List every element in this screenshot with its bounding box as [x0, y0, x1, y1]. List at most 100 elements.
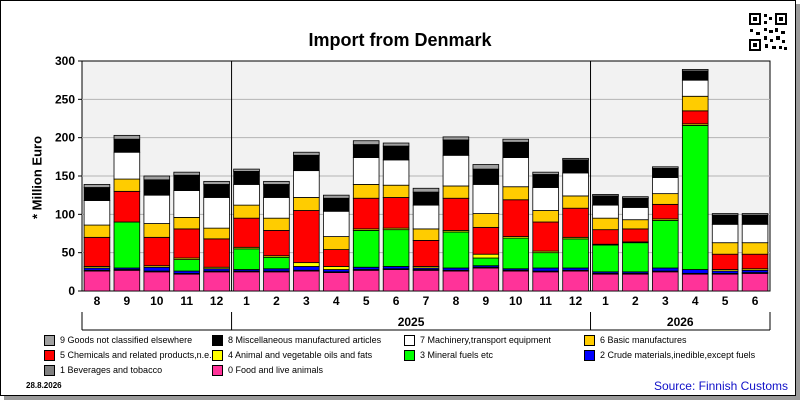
- bar-segment: [382, 145, 410, 161]
- bar-segment: [711, 253, 739, 270]
- x-tick-label: 2: [632, 294, 639, 308]
- bar-segment: [293, 154, 320, 172]
- bar-segment: [681, 69, 709, 72]
- bar-segment: [532, 210, 559, 223]
- legend-swatch: [44, 365, 55, 376]
- bar-segment: [592, 229, 619, 245]
- bar-segment: [472, 213, 500, 228]
- bar-segment: [741, 253, 769, 270]
- bar-segment: [681, 273, 709, 292]
- bar-segment: [352, 157, 380, 185]
- legend-swatch: [584, 335, 595, 346]
- source-text: Source: Finnish Customs: [653, 379, 788, 393]
- bar-segment: [711, 214, 739, 225]
- x-tick-label: 9: [124, 294, 131, 308]
- bar-segment: [143, 223, 171, 238]
- y-tick-label: 100: [55, 207, 75, 221]
- bar-segment: [203, 271, 230, 292]
- legend-swatch: [404, 350, 415, 361]
- bar-segment: [502, 270, 530, 292]
- bar-segment: [113, 134, 141, 140]
- bar-segment: [412, 239, 440, 267]
- y-tick-label: 50: [62, 246, 76, 260]
- legend-swatch: [212, 335, 223, 346]
- bar-segment: [352, 144, 380, 159]
- legend-label: 9 Goods not classified elsewhere: [60, 335, 193, 345]
- bar-segment: [741, 214, 769, 225]
- bar-segment: [293, 197, 320, 211]
- bar-segment: [382, 269, 410, 292]
- bar-segment: [322, 236, 350, 251]
- bar-segment: [143, 175, 171, 181]
- bar-segment: [293, 151, 320, 156]
- bar-segment: [83, 187, 111, 201]
- bar-segment: [203, 184, 230, 198]
- bar-segment: [173, 228, 200, 259]
- x-tick-label: 10: [150, 294, 164, 308]
- legend-swatch: [404, 335, 415, 346]
- bar-segment: [741, 242, 769, 255]
- bar-segment: [442, 136, 470, 141]
- bar-segment: [263, 256, 290, 270]
- x-tick-label: 6: [752, 294, 759, 308]
- bar-segment: [592, 217, 619, 231]
- bar-segment: [442, 197, 470, 231]
- bar-segment: [562, 157, 589, 161]
- bar-segment: [233, 271, 260, 292]
- year-label: 2025: [398, 315, 425, 329]
- bar-segment: [173, 190, 200, 218]
- bar-segment: [203, 180, 230, 185]
- legend-swatch: [44, 350, 55, 361]
- bar-segment: [382, 142, 410, 147]
- chart-title: Import from Denmark: [308, 30, 492, 50]
- bar-segment: [83, 224, 111, 238]
- bar-segment: [293, 170, 320, 198]
- bar-segment: [322, 197, 350, 212]
- x-tick-label: 11: [180, 294, 193, 308]
- bar-segment: [562, 172, 589, 197]
- bar-segment: [592, 244, 619, 273]
- y-tick-label: 150: [55, 169, 75, 183]
- bar-segment: [502, 186, 530, 201]
- bar-segment: [263, 271, 290, 292]
- bar-segment: [502, 157, 530, 188]
- legend-swatch: [212, 365, 223, 376]
- bar-segment: [412, 187, 440, 193]
- legend-label: 8 Miscellaneous manufactured articles: [228, 335, 382, 345]
- bar-segment: [622, 273, 649, 292]
- bar-segment: [681, 70, 709, 81]
- bar-segment: [83, 270, 111, 292]
- bar-segment: [83, 184, 111, 188]
- bar-segment: [652, 177, 679, 195]
- bar-segment: [442, 231, 470, 269]
- bar-segment: [681, 79, 709, 97]
- bar-segment: [352, 184, 380, 199]
- bar-segment: [203, 197, 230, 229]
- bar-segment: [322, 210, 350, 237]
- bar-segment: [382, 159, 410, 186]
- bar-segment: [472, 257, 500, 267]
- bar-segment: [263, 180, 290, 185]
- bar-segment: [711, 273, 739, 292]
- x-tick-label: 7: [423, 294, 430, 308]
- x-tick-label: 12: [210, 294, 224, 308]
- bar-segment: [741, 213, 769, 216]
- bar-segment: [472, 164, 500, 170]
- bar-segment: [592, 195, 619, 206]
- bar-segment: [322, 194, 350, 199]
- x-tick-label: 4: [333, 294, 340, 308]
- bar-segment: [592, 273, 619, 292]
- bar-segment: [681, 269, 709, 274]
- bar-segment: [711, 242, 739, 255]
- bar-segment: [562, 159, 589, 174]
- bar-segment: [592, 204, 619, 219]
- bar-segment: [113, 178, 141, 192]
- x-tick-label: 8: [94, 294, 101, 308]
- qr-code-icon: [748, 12, 788, 52]
- bar-segment: [233, 170, 260, 185]
- legend-label: 0 Food and live animals: [228, 365, 324, 375]
- bar-segment: [442, 139, 470, 156]
- bar-segment: [233, 168, 260, 172]
- bar-segment: [532, 171, 559, 175]
- bar-segment: [173, 171, 200, 176]
